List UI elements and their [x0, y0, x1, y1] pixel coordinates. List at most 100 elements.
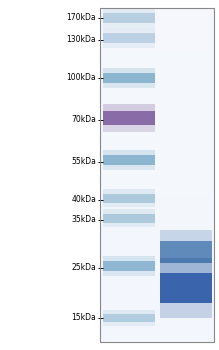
Bar [100, 227, 214, 229]
Bar [100, 203, 214, 205]
Bar [100, 21, 214, 23]
Bar [100, 90, 214, 92]
Bar [100, 83, 214, 85]
Bar [100, 8, 214, 10]
Bar [100, 55, 214, 57]
Bar [100, 322, 214, 324]
Bar [100, 185, 214, 187]
Bar [100, 158, 214, 160]
Bar [103, 223, 155, 227]
Text: 40kDa: 40kDa [71, 196, 96, 204]
Bar [100, 325, 214, 328]
Bar [103, 111, 155, 125]
Bar [100, 310, 214, 313]
Bar [100, 264, 214, 266]
Bar [100, 220, 214, 222]
Bar [100, 340, 214, 343]
Bar [103, 155, 155, 165]
Text: 170kDa: 170kDa [66, 14, 96, 22]
Bar [100, 260, 214, 262]
Bar [100, 252, 214, 254]
Bar [100, 294, 214, 296]
Bar [100, 295, 214, 298]
Bar [100, 71, 214, 74]
Bar [100, 233, 214, 236]
Bar [100, 117, 214, 119]
Bar [100, 115, 214, 117]
Bar [100, 207, 214, 209]
Bar [100, 195, 214, 197]
Bar [100, 160, 214, 162]
Bar [100, 168, 214, 170]
Bar [100, 237, 214, 239]
Bar [100, 253, 214, 256]
Bar [100, 288, 214, 291]
Bar [100, 202, 214, 204]
Text: 70kDa: 70kDa [71, 116, 96, 125]
Bar [100, 307, 214, 309]
Bar [160, 273, 212, 303]
Bar [100, 259, 214, 261]
Bar [103, 189, 155, 194]
Text: 130kDa: 130kDa [66, 35, 96, 44]
Bar [100, 208, 214, 211]
Bar [103, 194, 155, 203]
Bar [100, 190, 214, 192]
Bar [100, 242, 214, 244]
Bar [100, 317, 214, 319]
Bar [100, 337, 214, 339]
Bar [103, 8, 155, 13]
Bar [100, 183, 214, 186]
Bar [103, 314, 155, 322]
Bar [100, 274, 214, 276]
Bar [100, 177, 214, 179]
Bar [103, 165, 155, 170]
Bar [100, 75, 214, 77]
Bar [100, 255, 214, 257]
Bar [100, 334, 214, 336]
Bar [100, 48, 214, 50]
Bar [103, 23, 155, 28]
Bar [100, 318, 214, 321]
Bar [100, 235, 214, 237]
Bar [100, 138, 214, 140]
Bar [100, 290, 214, 292]
Bar [100, 51, 214, 54]
Bar [100, 257, 214, 259]
Bar [100, 187, 214, 189]
Bar [100, 25, 214, 27]
Bar [100, 200, 214, 202]
Bar [100, 192, 214, 194]
Bar [103, 125, 155, 132]
Bar [100, 240, 214, 242]
Bar [103, 33, 155, 43]
Bar [100, 267, 214, 269]
Bar [100, 132, 214, 134]
Bar [100, 309, 214, 311]
Bar [100, 197, 214, 199]
Bar [100, 65, 214, 67]
Bar [100, 38, 214, 40]
Bar [100, 76, 214, 79]
Bar [103, 73, 155, 83]
Bar [100, 142, 214, 144]
Bar [100, 66, 214, 69]
Bar [100, 136, 214, 139]
Bar [100, 91, 214, 94]
Bar [103, 256, 155, 261]
Bar [100, 118, 214, 120]
Bar [100, 40, 214, 42]
Bar [100, 212, 214, 214]
Bar [100, 339, 214, 341]
Bar [100, 56, 214, 58]
Bar [100, 140, 214, 142]
Bar [100, 285, 214, 287]
Bar [100, 145, 214, 147]
Bar [100, 230, 214, 232]
Bar [100, 33, 214, 35]
Bar [100, 335, 214, 337]
Bar [160, 263, 212, 274]
Bar [100, 11, 214, 14]
Bar [103, 214, 155, 223]
Bar [103, 271, 155, 276]
